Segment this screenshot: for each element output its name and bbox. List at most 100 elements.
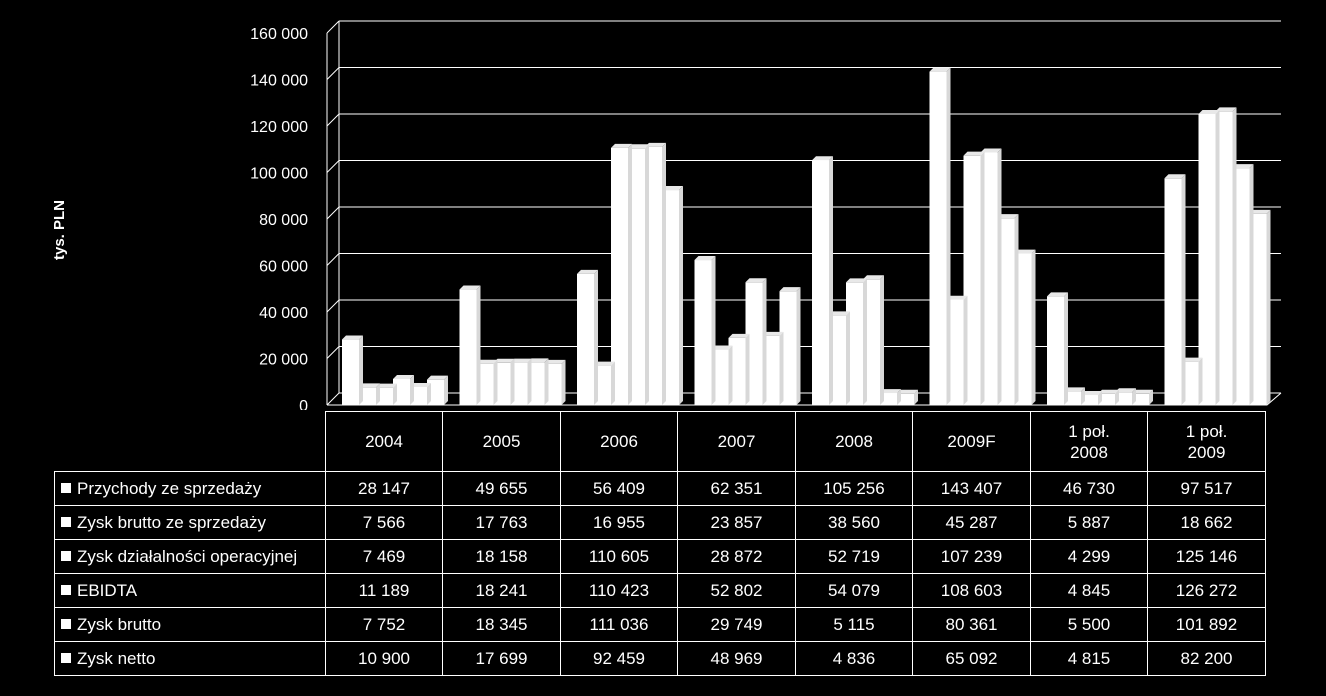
bar xyxy=(1047,292,1068,405)
bar-side xyxy=(997,148,1002,405)
bar-front xyxy=(510,362,528,405)
bar-side xyxy=(1149,389,1153,405)
bar xyxy=(929,67,951,405)
bar-side xyxy=(711,256,716,405)
category-label: 1 poł. 2009 xyxy=(1147,411,1266,472)
bar-side xyxy=(359,335,363,405)
data-label: 65 092 xyxy=(912,641,1031,676)
bar-front xyxy=(1132,393,1149,405)
category-header-row: 2004 2005 2006 2007 2008 2009F 1 poł. 2008 1 poł… xyxy=(54,411,1266,472)
data-label: 49 655 xyxy=(442,471,561,506)
bar-side xyxy=(914,389,918,405)
bar-front xyxy=(711,349,729,405)
bar-side xyxy=(1181,174,1186,405)
table-corner xyxy=(54,411,326,472)
data-label: 5 115 xyxy=(795,607,913,642)
data-label: 4 845 xyxy=(1030,573,1148,608)
data-label: 111 036 xyxy=(560,607,678,642)
data-label: 28 872 xyxy=(677,539,796,574)
bar-front xyxy=(1047,296,1064,405)
data-label: 92 459 xyxy=(560,641,678,676)
bar-front xyxy=(527,362,545,405)
bar-side xyxy=(393,383,397,405)
bar-front xyxy=(1098,393,1115,405)
y-axis-label: tys. PLN xyxy=(51,200,68,260)
bar-front xyxy=(745,282,763,405)
bar-top xyxy=(1014,249,1036,254)
bar xyxy=(846,278,867,405)
bar xyxy=(829,311,850,405)
bar-top xyxy=(459,285,481,290)
bar-front xyxy=(980,152,998,405)
bar xyxy=(946,295,968,405)
data-label: 38 560 xyxy=(795,505,913,540)
table-row: Zysk brutto 7 752 18 345 111 036 29 749 5 115… xyxy=(54,607,1266,642)
bar-top xyxy=(1081,391,1102,396)
bar-front xyxy=(863,279,880,405)
bar-front xyxy=(1249,213,1267,405)
bar-top xyxy=(846,278,867,283)
bar-front xyxy=(1164,178,1182,405)
bar-front xyxy=(628,148,645,405)
bar xyxy=(779,287,801,405)
bar-front xyxy=(393,378,410,405)
bar xyxy=(980,148,1002,405)
y-tick-label: 0 xyxy=(299,398,308,410)
data-label: 62 351 xyxy=(677,471,796,506)
data-label: 108 603 xyxy=(912,573,1031,608)
bar-front xyxy=(645,146,662,405)
bar-front xyxy=(929,71,947,405)
bar-side xyxy=(946,67,951,405)
bar-top xyxy=(963,151,985,156)
bar-front xyxy=(829,315,846,405)
bar-side xyxy=(1232,107,1237,405)
table-row: Zysk działalności operacyjnej 7 469 18 158… xyxy=(54,539,1266,574)
bar xyxy=(1081,391,1102,405)
data-label: 97 517 xyxy=(1147,471,1266,506)
bar-side xyxy=(897,389,901,405)
bar-top xyxy=(812,156,833,161)
bar-side xyxy=(1249,164,1254,405)
bar-top xyxy=(897,389,918,394)
bar-front xyxy=(577,273,594,405)
bar xyxy=(476,359,498,405)
bar-front xyxy=(880,393,897,405)
bar xyxy=(1215,107,1237,405)
bar-front xyxy=(762,335,780,405)
data-label: 28 147 xyxy=(325,471,443,506)
bar-top xyxy=(611,143,632,148)
bar-top xyxy=(393,374,414,379)
bar xyxy=(1098,389,1119,405)
bar-side xyxy=(561,359,566,405)
bar-side xyxy=(493,359,498,405)
bar xyxy=(745,278,767,405)
data-label: 45 287 xyxy=(912,505,1031,540)
bar-side xyxy=(662,142,666,405)
data-label: 143 407 xyxy=(912,471,1031,506)
bar-front xyxy=(897,393,914,405)
bar-front xyxy=(779,291,797,405)
bar-top xyxy=(946,295,968,300)
bar-top xyxy=(762,331,784,336)
bar xyxy=(1115,388,1136,405)
data-label: 17 763 xyxy=(442,505,561,540)
bar-side xyxy=(745,333,750,405)
bar-front xyxy=(493,362,511,405)
bar-side xyxy=(645,144,649,405)
bar-front xyxy=(459,289,477,405)
bar-top xyxy=(1249,209,1271,214)
series-name: EBIDTA xyxy=(54,573,326,608)
category-label: 2004 xyxy=(325,411,443,472)
data-label: 18 241 xyxy=(442,573,561,608)
bar-top xyxy=(694,256,716,261)
bar-front xyxy=(611,147,628,405)
bar-side xyxy=(1266,209,1271,405)
bar xyxy=(1181,357,1203,405)
bar xyxy=(359,383,380,405)
data-label: 4 299 xyxy=(1030,539,1148,574)
table-row: Zysk brutto ze sprzedaży 7 566 17 763 16 95… xyxy=(54,505,1266,540)
gridline-depth xyxy=(326,253,340,266)
series-name: Zysk brutto ze sprzedaży xyxy=(54,505,326,540)
series-name: Zysk działalności operacyjnej xyxy=(54,539,326,574)
bar xyxy=(376,383,397,405)
